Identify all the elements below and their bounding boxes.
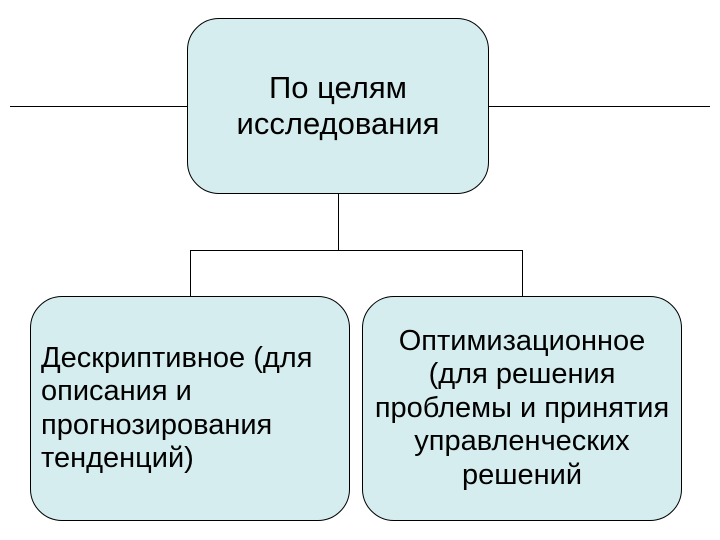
node-left: Дескриптивное (для описания и прогнозиро… [30, 296, 350, 521]
node-root: По целям исследования [187, 18, 489, 194]
connector-2 [338, 194, 339, 250]
node-root-label: По целям исследования [198, 70, 478, 141]
connector-1 [489, 106, 710, 107]
node-right: Оптимизационное (для решения проблемы и … [362, 296, 682, 521]
node-right-label: Оптимизационное (для решения проблемы и … [373, 325, 671, 492]
diagram-canvas: По целям исследования Дескриптивное (для … [0, 0, 720, 540]
node-left-label: Дескриптивное (для описания и прогнозиро… [41, 342, 339, 475]
connector-4 [190, 250, 191, 296]
connector-5 [522, 250, 523, 296]
connector-3 [190, 250, 522, 251]
connector-0 [10, 106, 187, 107]
